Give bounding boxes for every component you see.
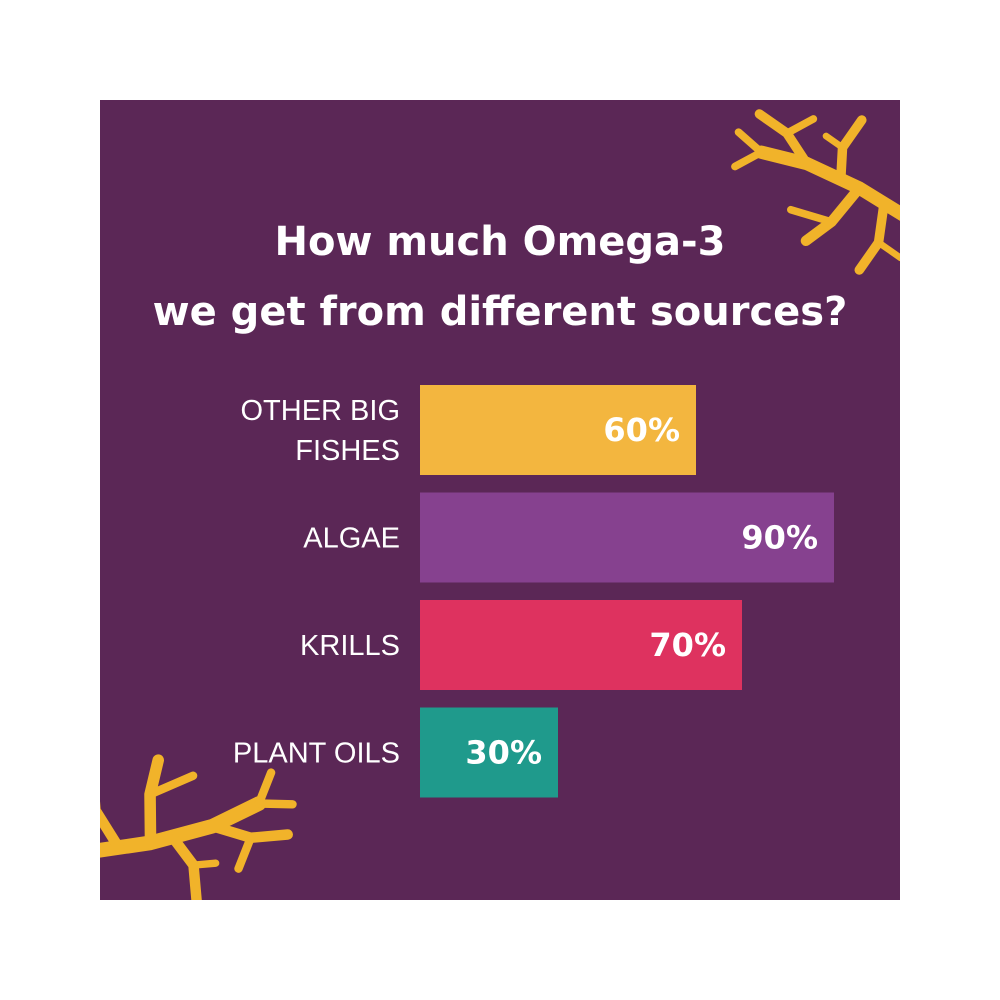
chart-title-line-2: we get from different sources? (153, 289, 848, 335)
bar-value-label: 90% (741, 519, 818, 557)
category-label-line: KRILLS (300, 630, 400, 662)
bars-layer: 60% OTHER BIG FISHES 90% ALGAE 70% KRILLS 30% PL… (233, 385, 834, 798)
bar-other-big-fishes (420, 385, 696, 475)
bar-algae (420, 492, 834, 583)
bar-value-label: 70% (649, 626, 726, 664)
bar-plant-oils (420, 707, 558, 798)
category-label-line: ALGAE (303, 523, 400, 555)
chart-title-line-1: How much Omega-3 (275, 219, 726, 265)
infographic-card: How much Omega-3 we get from different s… (100, 100, 900, 900)
category-label-line: OTHER BIG (240, 395, 400, 427)
category-label: OTHER BIG FISHES (240, 395, 400, 467)
bar-krills (420, 600, 742, 690)
bar-value-label: 60% (603, 411, 680, 449)
bar-value-label: 30% (465, 734, 542, 772)
coral-icon (727, 100, 900, 288)
category-label-line: PLANT OILS (233, 738, 400, 770)
coral-icon (100, 685, 311, 900)
category-label: PLANT OILS (233, 738, 400, 770)
chart: How much Omega-3 we get from different s… (100, 100, 900, 900)
category-label-line: FISHES (295, 435, 400, 467)
category-label: KRILLS (300, 630, 400, 662)
category-label: ALGAE (303, 523, 400, 555)
